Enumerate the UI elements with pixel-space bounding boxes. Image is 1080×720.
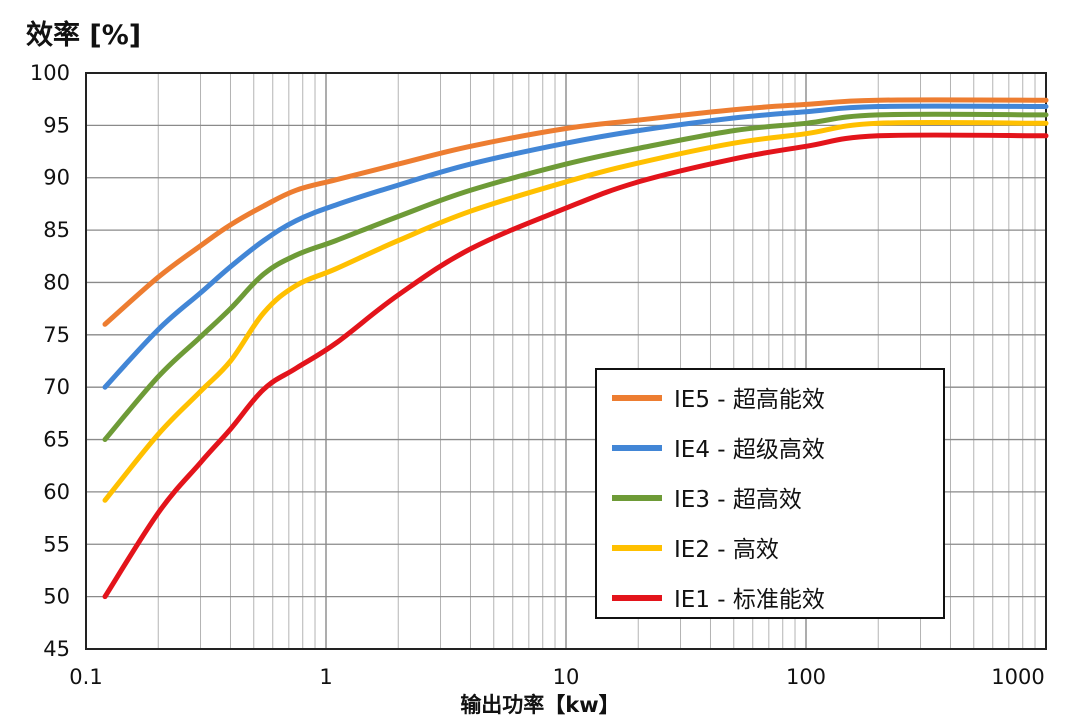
y-tick-label: 90 xyxy=(43,166,70,190)
legend-label: IE1 - 标准能效 xyxy=(674,587,825,613)
legend-label: IE3 - 超高效 xyxy=(674,487,802,513)
legend-label: IE4 - 超级高效 xyxy=(674,437,825,463)
x-tick-labels: 0.1 1 10 100 1000 xyxy=(69,665,1044,689)
y-tick-label: 85 xyxy=(43,218,70,242)
x-tick-label: 10 xyxy=(553,665,580,689)
x-axis-title: 输出功率【kw】 xyxy=(460,693,619,717)
y-tick-label: 65 xyxy=(43,428,70,452)
y-axis-title: 效率 [%] xyxy=(26,19,141,51)
y-tick-label: 75 xyxy=(43,323,70,347)
plot-frame xyxy=(85,72,1047,650)
y-tick-label: 45 xyxy=(43,637,70,661)
x-tick-label: 100 xyxy=(786,665,826,689)
series-line-ie2 xyxy=(102,119,1049,503)
y-tick-label: 55 xyxy=(43,532,70,556)
y-tick-label: 50 xyxy=(43,585,70,609)
legend-label: IE5 - 超高能效 xyxy=(674,387,825,413)
legend: IE5 - 超高能效 IE4 - 超级高效 IE3 - 超高效 IE2 - 高效 IE1… xyxy=(595,368,945,619)
series-line-ie5 xyxy=(102,97,1049,327)
y-tick-labels: 45 50 55 60 65 70 75 80 85 90 95 100 xyxy=(30,61,70,661)
series-lines xyxy=(102,97,1049,600)
x-tick-label: 0.1 xyxy=(69,665,102,689)
x-tick-label: 1000 xyxy=(991,665,1044,689)
series-line-ie4 xyxy=(102,103,1049,390)
x-tick-label: 1 xyxy=(319,665,332,689)
y-tick-label: 60 xyxy=(43,480,70,504)
legend-label: IE2 - 高效 xyxy=(674,537,779,563)
y-tick-label: 100 xyxy=(30,61,70,85)
series-line-ie3 xyxy=(102,111,1049,442)
y-tick-label: 80 xyxy=(43,270,70,294)
y-tick-label: 95 xyxy=(43,113,70,137)
series-line-ie1 xyxy=(102,132,1049,600)
y-tick-label: 70 xyxy=(43,375,70,399)
legend-box xyxy=(595,368,945,619)
